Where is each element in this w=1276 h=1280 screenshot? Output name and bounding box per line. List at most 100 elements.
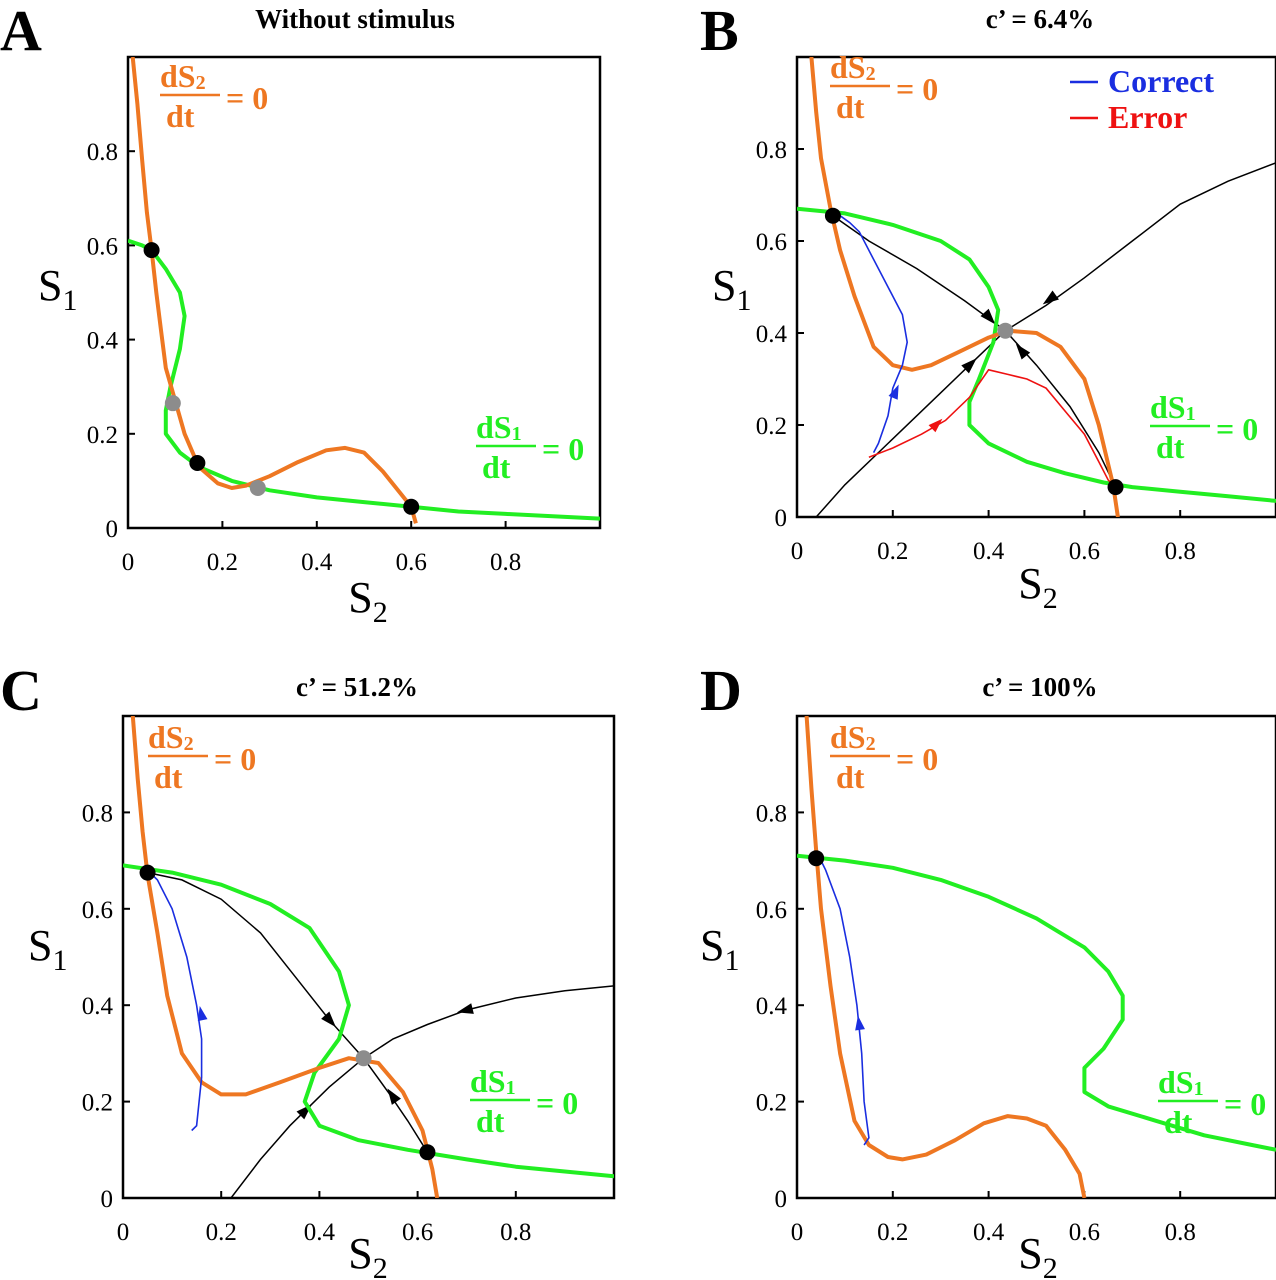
nullcline-label-sub: 2 [866,733,876,755]
y-axis-label-base: S [38,261,62,310]
stable-fixed-point [419,1144,436,1161]
x-axis-label-sub: 2 [373,596,388,629]
curves [128,57,600,524]
y-axis-label: S1 [712,261,751,317]
y-axis-label-base: S [700,921,724,970]
y-axis-label-sub: 1 [62,284,77,317]
saddle-fixed-point [249,479,266,496]
x-tick-label: 0.2 [877,1219,908,1246]
y-tick-label: 0.4 [87,328,119,355]
y-axis-label: S1 [700,921,739,977]
nullcline-label-denominator: dt [836,759,865,795]
panel-letter: A [0,0,42,63]
x-tick-label: 0.8 [1165,1219,1196,1246]
x-axis-label: S2 [1018,1229,1057,1280]
nullcline-label-denominator: dt [482,449,511,485]
panel-title: c’ = 100% [982,672,1097,702]
nullcline-label-ds: dS [148,719,184,755]
y-tick-label: 0.2 [756,413,787,440]
saddle-fixed-point [355,1050,372,1067]
nullcline-label-ds: dS [1158,1064,1194,1100]
y-tick-label: 0 [775,505,788,532]
stable-fixed-point [189,455,206,472]
nullcline-label-numerator: dS1 [1158,1064,1204,1100]
y-tick-label: 0.8 [82,800,113,827]
trajectory-arrow [855,1015,865,1031]
nullcline-label-numerator: dS1 [470,1063,516,1099]
plot-frame [795,714,1276,1200]
nullcline-label-sub: 1 [512,423,522,445]
manifold-arrow [1042,290,1059,305]
trajectory-correct [820,860,870,1146]
y-tick-label: 0 [101,1186,114,1213]
nullcline-label-denominator: dt [476,1103,505,1139]
manifold-arrow [456,1003,474,1014]
nullcline-s1-curve [123,863,614,1179]
x-axis-label: S2 [348,1229,387,1280]
manifold-curve [230,985,614,1198]
nullcline-label-equals: = 0 [1216,411,1258,447]
y-axis-label: S1 [28,921,67,977]
panel-title: Without stimulus [255,4,455,34]
y-axis-label: S1 [38,261,77,317]
x-axis-label-sub: 2 [1043,582,1058,615]
curves [797,716,1276,1198]
manifold-arrow [387,1088,401,1105]
y-tick-label: 0.4 [756,993,788,1020]
nullcline-label-ds: dS [830,719,866,755]
manifold-curve [147,871,429,1153]
nullcline-label-denominator: dt [1156,429,1185,465]
x-tick-label: 0.4 [304,1219,336,1246]
nullcline-label-equals: = 0 [214,741,256,777]
nullcline-label-numerator: dS2 [830,49,876,85]
nullcline-label-sub: 2 [866,63,876,85]
x-tick-label: 0.2 [877,538,908,565]
panel-letter: C [0,658,42,723]
legend-label-error: Error [1108,99,1187,135]
x-tick-label: 0.6 [402,1219,433,1246]
y-tick-label: 0.6 [756,897,787,924]
x-tick-label: 0.4 [301,549,333,576]
nullcline-s2-curve [130,57,418,524]
nullcline-label-sub: 2 [184,733,194,755]
x-tick-label: 0.8 [490,549,521,576]
x-tick-label: 0 [791,538,804,565]
y-tick-label: 0.2 [756,1090,787,1117]
x-tick-label: 0.2 [207,549,238,576]
y-tick-label: 0 [106,516,119,543]
y-axis-label-sub: 1 [52,944,67,977]
nullcline-label-sub: 1 [1186,403,1196,425]
y-axis-label-sub: 1 [724,944,739,977]
x-tick-label: 0.8 [500,1219,531,1246]
stable-fixed-point [824,207,841,224]
nullcline-s1-curve [797,206,1276,503]
y-tick-label: 0.8 [87,139,118,166]
trajectory-correct [151,874,203,1132]
trajectory-arrow [928,418,943,433]
stable-fixed-point [808,850,825,867]
nullcline-label-ds: dS [830,49,866,85]
nullcline-label-numerator: dS1 [476,409,522,445]
nullcline-s1-curve [128,238,600,521]
panel-letter: B [700,0,739,63]
nullcline-label-numerator: dS2 [830,719,876,755]
x-tick-label: 0 [117,1219,130,1246]
y-axis-label-base: S [28,921,52,970]
y-axis-label-base: S [712,261,736,310]
x-axis-label-base: S [1018,559,1042,608]
nullcline-label-sub: 2 [196,72,206,94]
nullcline-label-equals: = 0 [226,80,268,116]
nullcline-label-denominator: dt [1164,1104,1193,1140]
y-tick-label: 0.2 [87,422,118,449]
x-tick-label: 0.6 [1069,1219,1100,1246]
panel-letter: D [700,658,742,723]
nullcline-label-equals: = 0 [542,431,584,467]
nullcline-label-equals: = 0 [1224,1086,1266,1122]
nullcline-label-ds: dS [160,58,196,94]
nullcline-label-sub: 1 [506,1077,516,1099]
x-tick-label: 0.4 [973,1219,1005,1246]
y-tick-label: 0.6 [756,229,787,256]
